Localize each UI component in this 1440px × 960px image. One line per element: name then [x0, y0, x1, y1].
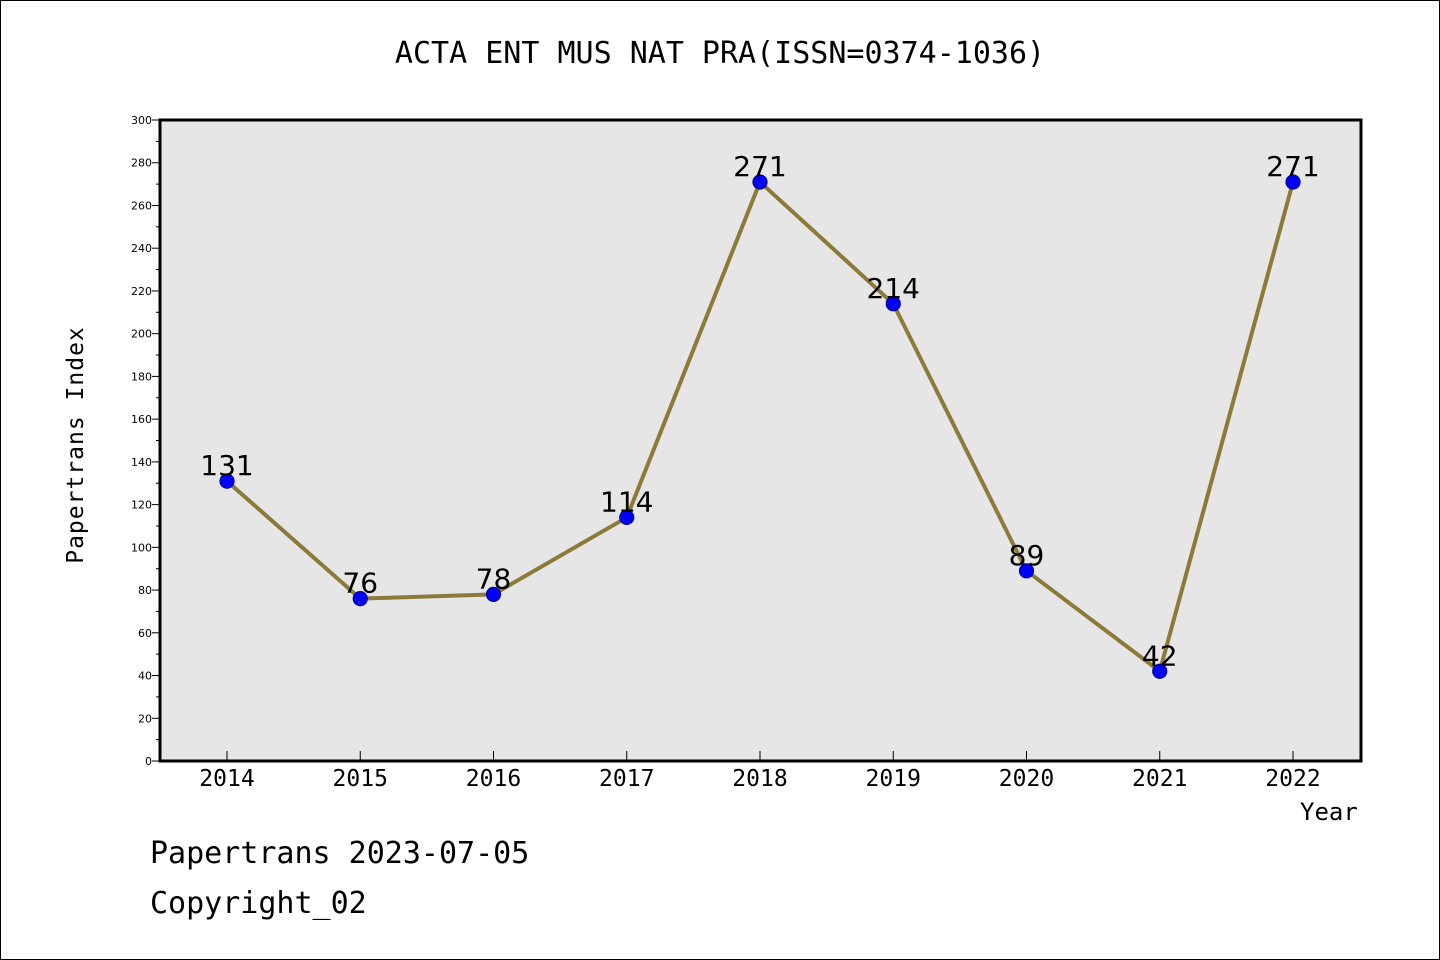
x-axis-label: Year [1300, 798, 1358, 826]
y-tick-label: 300 [131, 114, 152, 127]
footer-copyright-text: Copyright_02 [150, 886, 367, 921]
y-tick-label: 220 [131, 285, 152, 298]
y-axis-label: Papertrans Index [63, 326, 89, 564]
x-tick-label: 2020 [999, 766, 1054, 792]
y-tick-label: 40 [138, 670, 152, 683]
x-tick-label: 2016 [466, 766, 521, 792]
y-tick-label: 240 [131, 242, 152, 255]
footer-date-text: Papertrans 2023-07-05 [150, 836, 530, 871]
y-tick-label: 200 [131, 328, 152, 341]
y-tick-label: 140 [131, 456, 152, 469]
data-point [485, 586, 502, 602]
data-label: 78 [476, 562, 512, 595]
data-label: 214 [867, 272, 920, 305]
y-tick-label: 60 [138, 627, 152, 640]
y-tick-label: 100 [131, 541, 152, 554]
data-label: 76 [342, 567, 378, 600]
plot-area [160, 120, 1361, 761]
plot-border [158, 118, 1363, 763]
data-point [219, 473, 235, 489]
y-tick-label: 120 [131, 499, 152, 512]
x-tick-label: 2014 [199, 766, 254, 792]
data-label: 271 [1266, 150, 1319, 183]
data-point [1152, 663, 1168, 679]
y-tick-label: 280 [131, 157, 152, 170]
data-point [752, 174, 768, 190]
data-label: 89 [1009, 539, 1045, 572]
data-label: 42 [1142, 639, 1178, 672]
x-tick-label: 2017 [599, 766, 654, 792]
chart-title: ACTA ENT MUS NAT PRA(ISSN=0374-1036) [394, 36, 1046, 71]
x-tick-label: 2019 [866, 766, 921, 792]
y-tick-label: 260 [131, 199, 152, 212]
y-tick-label: 80 [138, 584, 152, 597]
data-label: 131 [200, 449, 253, 482]
data-point [619, 509, 635, 526]
y-tick-label: 160 [131, 413, 152, 426]
x-tick-label: 2015 [333, 766, 388, 792]
x-tick-label: 2022 [1265, 766, 1320, 792]
data-point [1018, 563, 1035, 579]
data-point [352, 591, 368, 607]
data-label: 114 [600, 485, 653, 518]
data-label: 271 [733, 150, 786, 183]
x-tick-label: 2021 [1132, 766, 1187, 792]
y-tick-label: 180 [131, 370, 152, 383]
y-tick-label: 20 [138, 712, 152, 725]
data-point [885, 296, 901, 312]
x-tick-label: 2018 [732, 766, 787, 792]
y-tick-label: 0 [145, 755, 152, 768]
data-point [1285, 174, 1301, 190]
